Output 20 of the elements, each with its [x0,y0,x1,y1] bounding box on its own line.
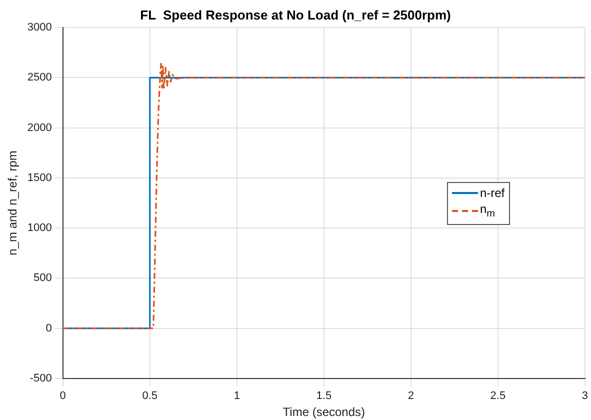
x-tick-label: 2.5 [490,390,506,402]
legend-label: n$_{m}$ [480,200,495,221]
y-tick-label: 2000 [27,122,52,134]
x-axis-title: Time (seconds) [282,405,366,420]
chart-title: FL Speed Response at No Load (n_ref = 2500rpm) [140,7,451,22]
x-tick-label: 0.5 [142,390,158,402]
x-tick-label: 0 [60,390,66,402]
x-tick-label: 2 [408,390,414,402]
y-tick-label: 1000 [27,222,52,234]
y-tick-label: 500 [34,272,52,284]
y-tick-label: 3000 [27,22,52,34]
y-axis-title: n_m and n_ref, rpm [6,150,20,256]
y-tick-label: 1500 [27,172,52,184]
y-tick-label: 2500 [27,72,52,84]
x-tick-label: 3 [582,390,588,402]
x-tick-label: 1.5 [316,390,332,402]
y-tick-label: 0 [46,322,52,334]
x-tick-label: 1 [234,390,240,402]
y-tick-label: -500 [30,372,52,384]
legend-label: n-ref [480,184,505,200]
